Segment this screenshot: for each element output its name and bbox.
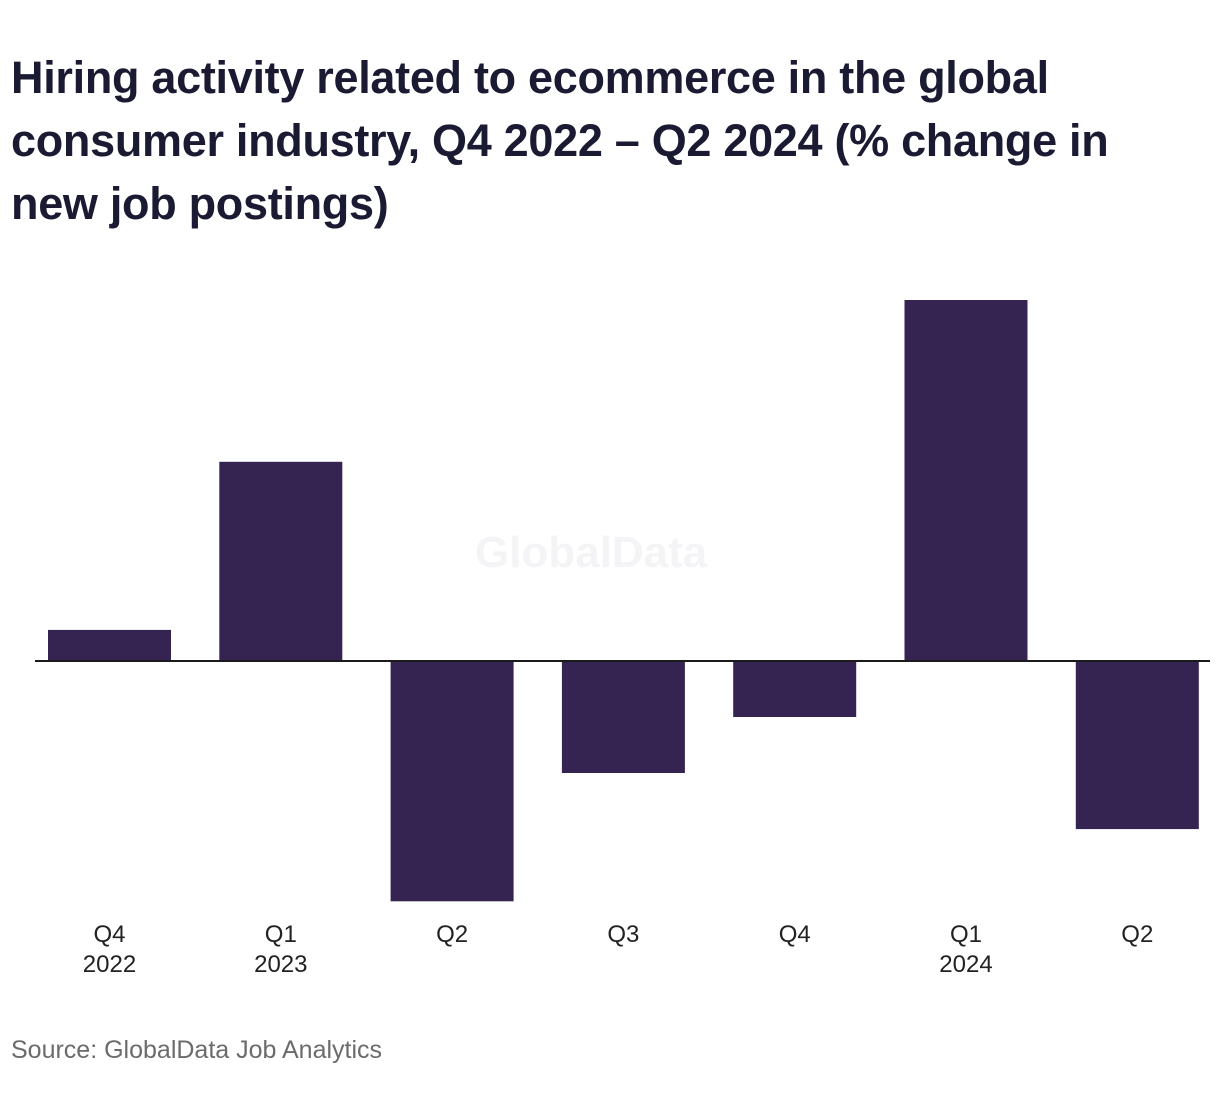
watermark-logo: GlobalData [475,528,708,577]
x-tick-label-quarter: Q4 [779,921,811,948]
x-tick-label-quarter: Q3 [607,921,639,948]
bar-5 [904,300,1028,661]
chart-title: Hiring activity related to ecommerce in … [11,52,1109,229]
source-note: Source: GlobalData Job Analytics [11,1036,383,1064]
bar-6 [1075,661,1199,830]
x-tick-label-quarter: Q1 [950,921,982,948]
x-tick-label-year: 2022 [83,951,136,978]
x-tick-label-year: 2023 [254,951,307,978]
bar-0 [48,629,171,661]
bar-3 [561,661,685,773]
x-tick-label-quarter: Q4 [93,921,125,948]
bar-4 [733,661,857,717]
bar-1 [219,461,343,661]
x-tick-label-quarter: Q2 [436,921,468,948]
bar-2 [390,661,514,902]
x-tick-label-quarter: Q1 [265,921,297,948]
x-tick-label-quarter: Q2 [1121,921,1153,948]
x-tick-label-year: 2024 [939,951,992,978]
